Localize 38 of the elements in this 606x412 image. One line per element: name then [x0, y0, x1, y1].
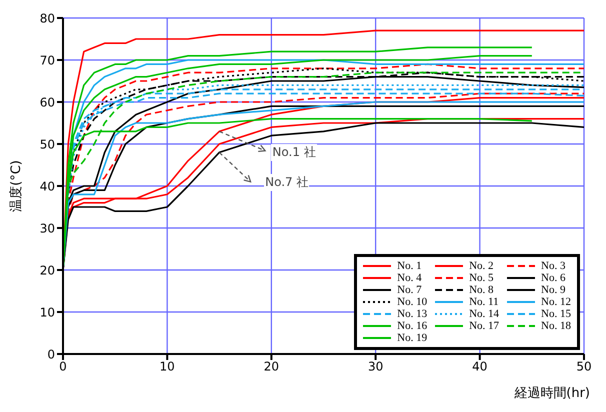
- legend-label: No. 11: [469, 296, 499, 308]
- legend-label: No. 9: [541, 284, 566, 296]
- legend-label: No. 6: [541, 272, 566, 284]
- x-tick-label: 50: [576, 360, 592, 374]
- x-tick-label: 30: [368, 360, 384, 374]
- legend-label: No. 14: [469, 308, 500, 320]
- legend-label: No. 2: [469, 260, 494, 272]
- x-tick-label: 40: [472, 360, 488, 374]
- y-tick-label: 50: [40, 137, 55, 152]
- legend-label: No. 4: [397, 272, 422, 284]
- y-tick-label: 30: [40, 221, 55, 236]
- y-tick-label: 80: [40, 11, 55, 26]
- legend-label: No. 17: [469, 320, 500, 332]
- y-axis-title: 温度(°C): [8, 160, 25, 212]
- legend-label: No. 8: [469, 284, 494, 296]
- y-tick-label: 10: [40, 305, 55, 320]
- legend-label: No. 19: [397, 332, 428, 344]
- x-tick-label: 0: [59, 360, 67, 374]
- legend-label: No. 18: [541, 320, 571, 332]
- y-tick-label: 20: [40, 263, 55, 278]
- legend-label: No. 3: [541, 260, 566, 272]
- legend-label: No. 12: [541, 296, 571, 308]
- legend-label: No. 7: [397, 284, 422, 296]
- legend-label: No. 13: [397, 308, 428, 320]
- y-tick-label: 0: [47, 347, 55, 362]
- legend-label: No. 1: [397, 260, 422, 272]
- legend-label: No. 15: [541, 308, 571, 320]
- annotation: No.1 社: [271, 144, 317, 161]
- legend-label: No. 16: [397, 320, 428, 332]
- legend-label: No. 10: [397, 296, 428, 308]
- y-tick-label: 60: [40, 95, 55, 110]
- y-tick-label: 40: [40, 179, 55, 194]
- legend-label: No. 5: [469, 272, 494, 284]
- x-tick-label: 10: [160, 360, 175, 374]
- x-axis-title: 経過時間(hr): [514, 385, 590, 402]
- annotation: No.7 社: [264, 174, 310, 191]
- y-tick-label: 70: [40, 53, 55, 68]
- x-tick-label: 20: [264, 360, 280, 374]
